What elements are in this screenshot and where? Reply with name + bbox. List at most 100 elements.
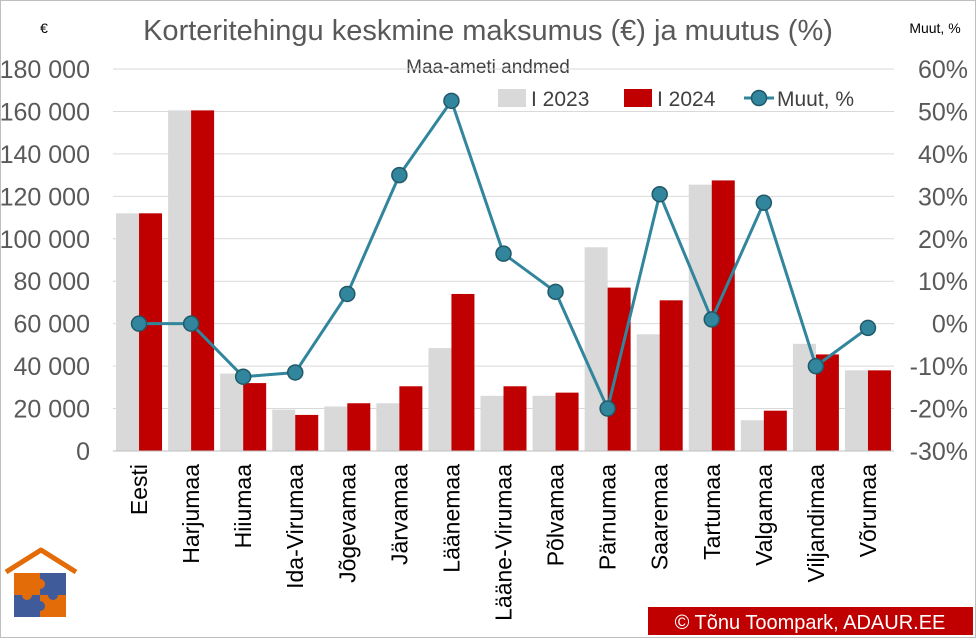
y-left-tick-label: 100 000 xyxy=(0,226,90,254)
legend-label-change: Muut, % xyxy=(777,88,854,111)
bar-i-2023-12 xyxy=(740,420,764,451)
y-right-tick-label: 60% xyxy=(918,56,968,84)
change-point-0 xyxy=(130,315,148,332)
credit-box: © Tõnu Toompark, ADAUR.EE xyxy=(648,607,973,635)
x-tick-label: Saaremaa xyxy=(647,464,673,570)
x-tick-label: Tartumaa xyxy=(699,464,725,560)
x-tick-label: Jõgevamaa xyxy=(334,464,360,583)
bar-i-2023-8 xyxy=(532,395,556,451)
bar-i-2023-14 xyxy=(844,370,868,451)
x-tick-label: Läänemaa xyxy=(438,464,464,573)
bar-i-2024-9 xyxy=(607,287,631,451)
change-point-8 xyxy=(547,283,564,301)
y-right-tick-label: 0% xyxy=(932,311,968,339)
x-tick-label: Viljandimaa xyxy=(803,464,829,583)
y-left-tick-label: 80 000 xyxy=(14,268,90,296)
house-puzzle-logo-icon xyxy=(4,547,78,617)
bar-i-2024-12 xyxy=(763,410,787,451)
bar-i-2024-11 xyxy=(711,180,735,451)
y-left-tick-labels: 0 20 000 40 000 60 000 80 000 100 000 120 000 1… xyxy=(0,56,90,466)
bar-i-2023-9 xyxy=(584,247,608,451)
legend-swatch-2023 xyxy=(498,89,526,107)
bar-i-2024-14 xyxy=(867,370,891,451)
bar-i-2024-5 xyxy=(399,386,423,451)
change-point-1 xyxy=(182,315,200,332)
x-tick-label: Valgamaa xyxy=(751,464,777,566)
change-point-10 xyxy=(651,185,668,203)
legend-label-2024: I 2024 xyxy=(657,88,716,111)
y-left-tick-label: 140 000 xyxy=(0,141,90,169)
bar-i-2024-0 xyxy=(139,213,163,451)
chart-title: Korteritehingu keskmine maksumus (€) ja … xyxy=(143,15,833,47)
bar-i-2023-0 xyxy=(116,213,140,451)
y-right-tick-label: 30% xyxy=(918,183,968,211)
change-point-14 xyxy=(859,319,877,337)
y-right-tick-labels: -30% -20% -10% 0% 10% 20% 30% 40% 50% 60% xyxy=(910,56,968,466)
y-right-tick-label: 50% xyxy=(918,98,968,126)
legend-marker xyxy=(750,89,768,107)
change-point-4 xyxy=(339,285,356,303)
y-left-tick-label: 160 000 xyxy=(0,98,90,126)
x-tick-label: Pärnumaa xyxy=(595,464,621,570)
y-right-tick-label: -30% xyxy=(910,438,968,466)
change-point-5 xyxy=(391,166,408,184)
change-point-9 xyxy=(599,400,616,417)
x-tick-label: Harjumaa xyxy=(178,464,204,564)
legend: I 2023 I 2024 Muut, % xyxy=(498,88,854,111)
bar-i-2024-4 xyxy=(347,403,371,451)
change-point-6 xyxy=(443,92,460,110)
bar-i-2023-3 xyxy=(272,409,296,451)
y-left-tick-label: 20 000 xyxy=(14,396,90,424)
bar-i-2024-6 xyxy=(451,293,475,451)
bar-i-2024-2 xyxy=(243,383,267,451)
y-right-unit-label: Muut, % xyxy=(909,20,960,36)
x-tick-label: Võrumaa xyxy=(855,464,881,558)
bar-i-2024-1 xyxy=(191,110,215,451)
bar-i-2023-7 xyxy=(480,395,504,451)
bar-i-2024-13 xyxy=(815,354,839,451)
x-tick-label: Eesti xyxy=(126,464,152,515)
y-right-tick-label: 20% xyxy=(918,226,968,254)
y-left-tick-label: 40 000 xyxy=(14,353,90,381)
x-tick-label: Hiiumaa xyxy=(230,464,256,549)
change-point-3 xyxy=(286,364,304,381)
y-left-tick-label: 120 000 xyxy=(0,183,90,211)
y-left-tick-label: 60 000 xyxy=(14,311,90,339)
chart-subtitle: Maa-ameti andmed xyxy=(406,57,570,78)
legend-swatch-2024 xyxy=(624,89,652,107)
bar-i-2023-5 xyxy=(376,403,400,451)
y-right-tick-label: -10% xyxy=(910,353,968,381)
bar-i-2024-10 xyxy=(659,300,683,451)
bar-i-2024-8 xyxy=(555,392,579,451)
x-tick-label: Põlvamaa xyxy=(543,464,569,566)
y-right-tick-label: -20% xyxy=(910,396,968,424)
change-point-12 xyxy=(755,194,773,211)
x-tick-label: Ida-Virumaa xyxy=(282,464,308,589)
y-right-tick-label: 10% xyxy=(918,268,968,296)
bar-i-2023-10 xyxy=(636,334,660,451)
credit-text: © Tõnu Toompark, ADAUR.EE xyxy=(675,612,946,634)
bar-i-2023-6 xyxy=(428,348,452,451)
x-tick-label: Järvamaa xyxy=(386,464,412,565)
x-tick-label: Lääne-Virumaa xyxy=(491,464,517,621)
change-point-2 xyxy=(234,368,252,385)
change-point-11 xyxy=(703,311,721,328)
bar-i-2023-1 xyxy=(168,110,192,451)
line-series xyxy=(130,92,877,417)
change-point-7 xyxy=(495,245,512,262)
bar-i-2023-2 xyxy=(220,373,244,451)
y-right-tick-label: 40% xyxy=(918,141,968,169)
y-left-unit-label: € xyxy=(40,20,48,36)
x-tick-labels: Eesti Harjumaa Hiiumaa Ida-Virumaa Jõgevamaa… xyxy=(126,464,881,621)
change-point-13 xyxy=(807,357,825,375)
legend-label-2023: I 2023 xyxy=(531,88,589,111)
y-left-tick-label: 180 000 xyxy=(0,56,90,84)
y-left-tick-label: 0 xyxy=(76,438,90,466)
bar-i-2023-11 xyxy=(688,184,712,451)
bar-i-2023-4 xyxy=(324,406,348,451)
bar-series xyxy=(116,110,891,451)
bar-i-2024-3 xyxy=(295,414,319,451)
